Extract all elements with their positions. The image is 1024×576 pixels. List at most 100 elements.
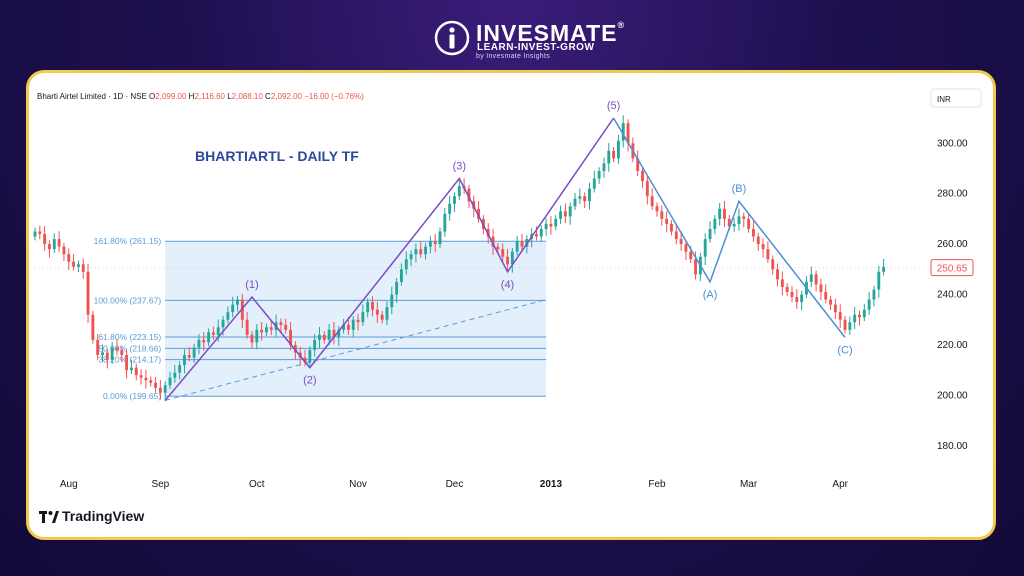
candle-body <box>269 327 273 330</box>
candle-body <box>751 228 755 237</box>
y-tick-label: 300.00 <box>937 138 968 149</box>
candle-body <box>515 241 519 252</box>
candle-body <box>665 218 669 224</box>
candle-body <box>245 319 249 335</box>
x-tick-label: Mar <box>740 479 758 490</box>
candle-body <box>780 279 784 287</box>
candle-body <box>337 329 341 338</box>
candle-body <box>385 307 389 320</box>
candle-body <box>293 344 297 353</box>
candle-body <box>260 329 264 333</box>
candle-body <box>491 236 495 247</box>
candle-body <box>433 241 437 245</box>
chart-card: Bharti Airtel Limited · 1D · NSE O2,099.… <box>26 70 996 540</box>
candle-body <box>453 196 456 204</box>
candle-body <box>727 218 731 227</box>
candle-body <box>583 196 587 202</box>
candle-body <box>626 123 630 144</box>
candle-body <box>308 349 312 363</box>
candle-body <box>496 246 500 250</box>
candle-body <box>424 246 427 255</box>
y-tick-label: 280.00 <box>937 189 968 200</box>
candle-body <box>110 347 114 361</box>
candle-body <box>655 206 659 212</box>
price-chart[interactable]: Bharti Airtel Limited · 1D · NSE O2,099.… <box>29 73 993 537</box>
candle-body <box>207 332 211 343</box>
wave-label: (4) <box>501 279 514 291</box>
x-tick-label: 2013 <box>540 479 563 490</box>
candle-body <box>390 294 394 308</box>
x-tick-label: Feb <box>648 479 666 490</box>
candle-body <box>645 181 649 197</box>
wave-label: (A) <box>703 289 718 301</box>
candle-body <box>862 309 866 318</box>
candle-body <box>91 314 95 340</box>
candle-body <box>313 339 317 350</box>
candle-body <box>771 259 775 270</box>
candle-body <box>694 259 698 275</box>
brand-tagline: LEARN-INVEST-GROW <box>477 42 595 53</box>
candle-body <box>838 312 842 320</box>
candle-body <box>250 334 254 343</box>
candle-body <box>621 123 625 141</box>
candle-body <box>761 244 765 250</box>
candle-body <box>684 244 688 252</box>
candle-body <box>43 234 47 245</box>
candle-body <box>226 312 230 320</box>
candle-body <box>154 382 157 388</box>
y-tick-label: 240.00 <box>937 290 968 301</box>
candle-body <box>520 241 524 247</box>
candle-body <box>289 329 292 345</box>
candle-body <box>33 231 37 237</box>
x-tick-label: Nov <box>349 479 367 490</box>
candle-body <box>443 213 447 232</box>
candle-body <box>785 286 789 292</box>
fib-level-label: 0.00% (199.65) <box>103 391 161 401</box>
candle-body <box>679 239 683 245</box>
candle-body <box>419 249 423 255</box>
candle-body <box>510 251 514 265</box>
candle-body <box>588 188 591 202</box>
candle-body <box>395 281 399 295</box>
candle-body <box>486 228 490 237</box>
candle-body <box>814 274 818 285</box>
candle-body <box>853 314 857 323</box>
candle-body <box>833 304 837 313</box>
candle-body <box>371 302 374 310</box>
candle-body <box>428 241 432 247</box>
candle-body <box>284 324 288 330</box>
fib-level-label: 61.80% (223.15) <box>98 332 161 342</box>
candle-body <box>467 188 471 202</box>
candle-body <box>168 377 172 386</box>
candle-body <box>843 319 847 330</box>
candle-body <box>197 339 201 348</box>
candle-body <box>346 324 350 330</box>
candle-body <box>144 377 148 381</box>
candle-body <box>375 309 379 315</box>
candle-body <box>713 218 717 229</box>
candle-body <box>592 178 596 189</box>
candle-body <box>535 234 538 237</box>
candle-body <box>216 327 220 335</box>
candle-body <box>211 332 215 335</box>
candle-body <box>689 251 693 260</box>
candle-body <box>568 206 572 217</box>
wave-label: (2) <box>303 375 316 387</box>
y-tick-label: 220.00 <box>937 340 968 351</box>
fib-level-label: 38.20% (214.17) <box>98 355 161 365</box>
x-tick-label: Sep <box>151 479 169 490</box>
candle-body <box>776 269 779 280</box>
x-tick-label: Aug <box>60 479 78 490</box>
candle-body <box>829 299 833 305</box>
candle-body <box>882 266 886 272</box>
fib-level-label: 50.00% (218.66) <box>98 343 161 353</box>
wave-label: (5) <box>607 100 620 112</box>
wave-label: (C) <box>837 344 852 356</box>
candle-body <box>231 304 235 313</box>
candle-body <box>718 208 722 219</box>
candle-body <box>766 249 770 260</box>
candle-body <box>404 259 408 270</box>
candle-body <box>723 208 726 219</box>
impulse-wave-line <box>164 117 615 401</box>
candle-body <box>573 198 577 207</box>
